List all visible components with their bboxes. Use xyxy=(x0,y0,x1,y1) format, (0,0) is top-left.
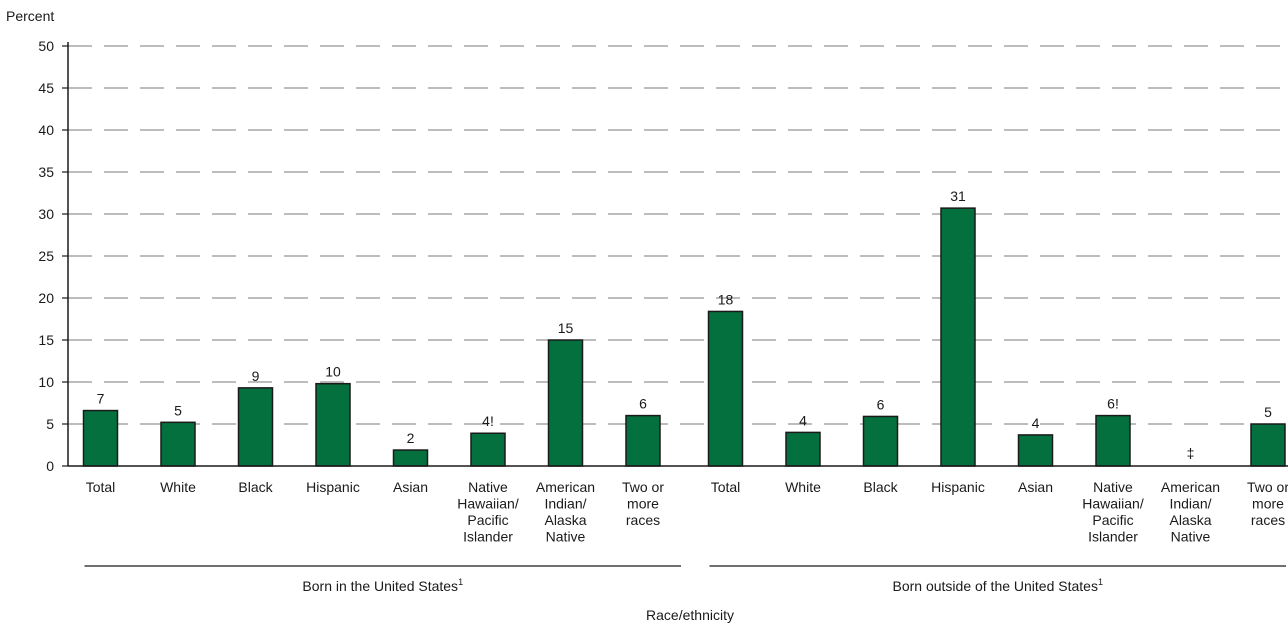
y-tick-label: 20 xyxy=(38,290,54,306)
y-tick-label: 30 xyxy=(38,206,54,222)
y-tick-label: 25 xyxy=(38,248,54,264)
bar xyxy=(392,449,429,467)
x-tick-label: Total xyxy=(711,479,741,495)
x-tick-label: Asian xyxy=(1018,479,1053,495)
bar-value-label: 4 xyxy=(1032,415,1040,431)
bar-value-label: 6 xyxy=(639,396,647,412)
bar-value-label: 6 xyxy=(877,396,885,412)
x-tick-label: White xyxy=(160,479,196,495)
x-tick-label: American Indian/Alaska Native xyxy=(536,479,595,545)
y-tick-label: 5 xyxy=(46,416,54,432)
bar xyxy=(625,414,661,467)
bar-value-label: 5 xyxy=(1264,404,1272,420)
y-tick-label: 40 xyxy=(38,122,54,138)
bar xyxy=(470,432,506,467)
bar xyxy=(160,421,196,467)
bar xyxy=(1250,423,1286,467)
bar xyxy=(237,387,274,467)
x-tick-label: Total xyxy=(86,479,116,495)
y-tick-label: 50 xyxy=(38,38,54,54)
bar xyxy=(862,415,899,467)
bar xyxy=(785,431,821,467)
bar xyxy=(707,310,744,467)
x-tick-label: White xyxy=(785,479,821,495)
bar xyxy=(315,382,351,467)
bar-value-label: 6! xyxy=(1107,396,1119,412)
bar xyxy=(1017,434,1054,467)
bar xyxy=(1095,414,1131,467)
group-label: Born in the United States1 xyxy=(302,577,463,594)
bar-value-label: 15 xyxy=(558,320,574,336)
x-tick-label: Black xyxy=(863,479,898,495)
y-axis-title: Percent xyxy=(6,8,54,24)
x-tick-label: Two or more races xyxy=(622,479,664,528)
x-tick-label: Asian xyxy=(393,479,428,495)
bar-value-label: 5 xyxy=(174,402,182,418)
bar-value-label: 4! xyxy=(482,413,494,429)
bar-value-label: 10 xyxy=(325,364,341,380)
bar-value-label: ‡ xyxy=(1187,445,1195,461)
group-label: Born outside of the United States1 xyxy=(893,577,1103,594)
bar xyxy=(940,207,976,467)
x-axis-title: Race/ethnicity xyxy=(646,607,734,623)
y-tick-label: 35 xyxy=(38,164,54,180)
bar xyxy=(82,409,119,467)
y-tick-label: 10 xyxy=(38,374,54,390)
x-tick-label: Two or more races xyxy=(1247,479,1288,528)
bar-value-label: 31 xyxy=(950,188,966,204)
bar-value-label: 9 xyxy=(252,368,260,384)
y-tick-label: 0 xyxy=(46,458,54,474)
x-tick-label: American Indian/Alaska Native xyxy=(1161,479,1220,545)
bar-value-label: 2 xyxy=(407,430,415,446)
y-tick-label: 45 xyxy=(38,80,54,96)
x-tick-label: Black xyxy=(238,479,273,495)
bar-value-label: 7 xyxy=(97,391,105,407)
y-axis-ticks: 0 5 10 15 20 25 30 35 40 45 50 xyxy=(38,38,68,474)
y-tick-label: 15 xyxy=(38,332,54,348)
bars: 7 5 9 10 2 4! 15 6 18 4 6 31 4 6! ‡ 5 xyxy=(82,188,1286,467)
bar xyxy=(547,339,584,467)
group-labels: Born in the United States1 Born outside o… xyxy=(84,565,1286,594)
x-axis-labels: Total White Black Hispanic Asian Native Hawaii… xyxy=(86,479,1288,545)
x-tick-label: Native Hawaiian/Pacific Islander xyxy=(1082,479,1144,545)
gridlines xyxy=(68,45,1288,425)
bar-value-label: 4 xyxy=(799,412,807,428)
x-tick-label: Hispanic xyxy=(306,479,360,495)
x-tick-label: Native Hawaiian/Pacific Islander xyxy=(457,479,519,545)
x-tick-label: Hispanic xyxy=(931,479,985,495)
bar-value-label: 18 xyxy=(718,291,734,307)
